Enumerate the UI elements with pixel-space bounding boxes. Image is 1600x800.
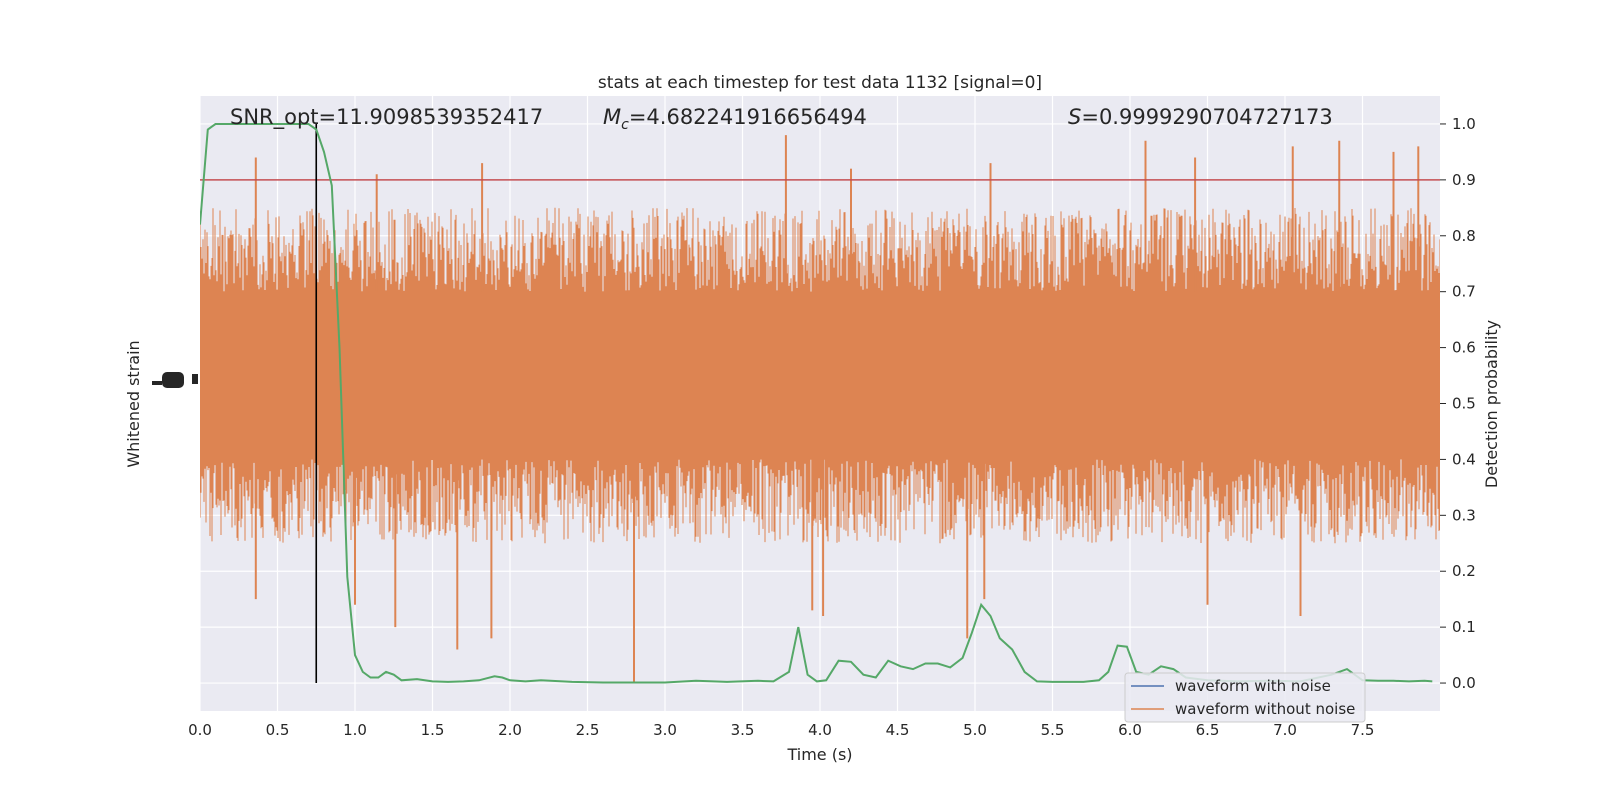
x-tick-label: 4.5 [886, 721, 910, 739]
legend-box [1124, 672, 1366, 723]
detection-probability-line [200, 123, 1433, 684]
s-symbol: S [1068, 105, 1081, 129]
x-tick-label: 3.0 [653, 721, 677, 739]
chirp-mass-subscript: c [621, 117, 629, 133]
x-tick-label: 6.0 [1118, 721, 1142, 739]
y-axis-right-label: Detection probability [1482, 320, 1501, 488]
y-tick-label: 0.7 [1452, 283, 1476, 301]
chart-title: stats at each timestep for test data 113… [598, 73, 1042, 93]
y-tick-label: 0.2 [1452, 562, 1476, 580]
y-tick-label: 0.6 [1452, 339, 1476, 357]
y-tick-label: 0.4 [1452, 450, 1476, 468]
y-axis-right-ticks: 0.0 0.1 0.2 0.3 0.4 0.5 0.6 0.7 0.8 0.9 1.0 [1440, 115, 1476, 692]
x-tick-label: 0.0 [188, 721, 212, 739]
left-axis-tick-clutter [152, 372, 198, 388]
y-tick-label: 0.1 [1452, 618, 1476, 636]
legend-label-clean: waveform without noise [1175, 700, 1355, 718]
legend-label-noise: waveform with noise [1175, 677, 1331, 695]
y-tick-label: 0.8 [1452, 227, 1476, 245]
y-tick-label: 1.0 [1452, 115, 1476, 133]
x-tick-label: 3.5 [731, 721, 755, 739]
chirp-mass-value: =4.682241916656494 [629, 105, 867, 129]
x-tick-label: 7.5 [1351, 721, 1375, 739]
chirp-mass-stat: Mc=4.682241916656494 [603, 105, 867, 133]
x-axis-ticks: 0.0 0.5 1.0 1.5 2.0 2.5 3.0 3.5 4.0 4.5 5.0 5.5 6.0 6… [188, 721, 1374, 739]
x-tick-label: 5.0 [963, 721, 987, 739]
s-stat: S=0.9999290704727173 [1068, 105, 1333, 129]
x-tick-label: 4.0 [808, 721, 832, 739]
y-tick-label: 0.5 [1452, 395, 1476, 413]
legend: waveform with noise waveform without noi… [1124, 672, 1366, 723]
s-value: =0.9999290704727173 [1081, 105, 1332, 129]
x-tick-label: 1.5 [421, 721, 445, 739]
y-tick-label: 0.9 [1452, 171, 1476, 189]
x-tick-label: 0.5 [266, 721, 290, 739]
x-tick-label: 6.5 [1196, 721, 1220, 739]
x-tick-label: 5.5 [1041, 721, 1065, 739]
x-tick-label: 1.0 [343, 721, 367, 739]
y-axis-left-label: Whitened strain [124, 340, 143, 467]
x-axis-label: Time (s) [786, 745, 852, 764]
x-tick-label: 7.0 [1273, 721, 1297, 739]
x-tick-label: 2.0 [498, 721, 522, 739]
x-tick-label: 2.5 [576, 721, 600, 739]
probability-series [200, 123, 1440, 684]
strain-waveform [200, 135, 1440, 684]
snr-stat: SNR_opt=11.9098539352417 [230, 105, 543, 130]
strain-trace [200, 207, 1440, 544]
chirp-mass-symbol: M [603, 105, 621, 129]
y-tick-label: 0.3 [1452, 506, 1476, 524]
y-tick-label: 0.0 [1452, 674, 1476, 692]
